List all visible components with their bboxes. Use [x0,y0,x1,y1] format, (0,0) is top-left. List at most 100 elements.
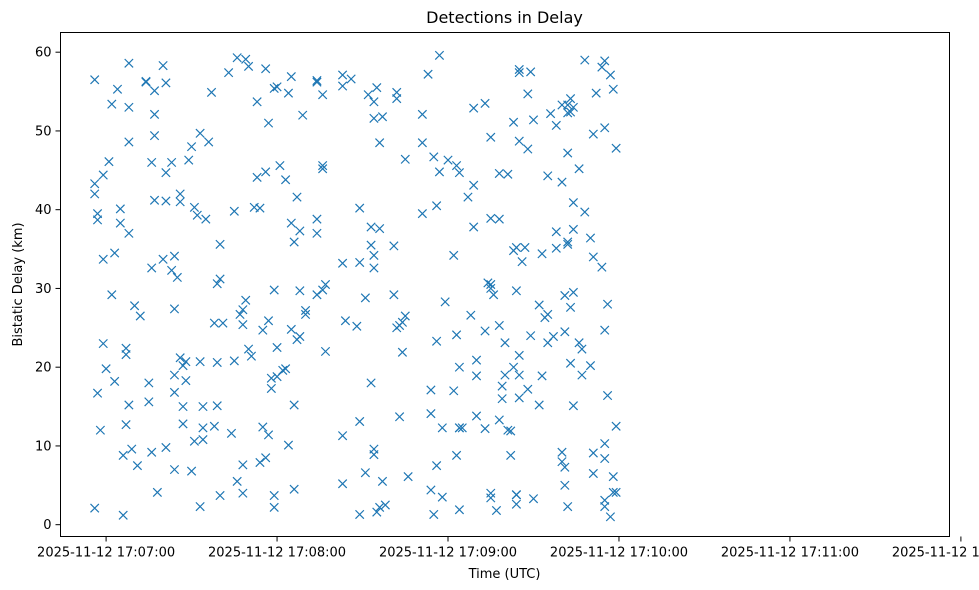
data-point [560,462,570,472]
data-point [560,327,570,337]
data-point [471,411,482,421]
data-point [417,138,427,148]
data-point [121,349,131,360]
data-point [369,263,379,273]
data-point [417,109,427,120]
data-point [269,83,279,94]
data-point [577,370,587,380]
data-point [437,423,447,433]
data-point [158,60,168,71]
data-point [511,286,522,296]
data-point [266,373,276,383]
data-point [565,358,576,368]
data-point [135,311,145,321]
data-point [269,285,279,295]
data-point [255,203,265,213]
data-point [511,490,522,500]
plot-frame [60,32,950,537]
data-point [537,249,547,259]
data-point [212,401,222,411]
data-point [355,509,365,520]
data-point [149,86,160,96]
data-point [563,501,573,512]
data-point [534,400,544,410]
data-point [124,137,134,147]
data-point [269,502,279,512]
data-point [158,254,168,264]
data-point [403,472,413,482]
data-point [149,195,160,205]
data-point [318,285,328,295]
data-point [514,350,524,360]
data-point [189,202,200,212]
data-point [90,75,100,85]
data-point [195,357,205,367]
data-point [454,362,465,372]
data-point [560,290,570,301]
data-point [107,99,117,109]
data-point [243,61,254,71]
x-tick-label: 2025-11-12 17:09:00 [379,546,517,561]
data-point [534,300,544,310]
data-point [514,68,524,78]
x-axis-ticks: 2025-11-12 17:07:00 2025-11-12 17:08:00 20… [37,536,979,561]
data-point [611,487,621,498]
data-point [588,252,598,262]
data-point [491,505,502,516]
data-point [500,370,510,380]
data-point [608,84,618,94]
data-point [494,168,504,179]
y-tick-label: 50 [35,124,52,139]
data-point [423,69,433,79]
data-point [471,371,482,381]
data-point [494,214,504,224]
data-point [98,338,108,349]
data-point [175,197,185,207]
data-point [526,331,536,341]
data-point [263,316,274,326]
data-point [366,222,376,232]
x-tick-label: 2025-11-12 17:11:00 [721,546,859,561]
data-point [129,301,140,311]
data-point [523,144,533,154]
data-point [457,423,467,433]
data-point [369,113,379,123]
data-point [600,501,610,512]
data-point [261,167,271,177]
data-point [280,364,291,374]
data-point [380,500,390,510]
data-point [101,364,111,374]
y-tick-label: 10 [35,439,52,454]
data-point [514,136,524,146]
data-point [169,251,180,261]
data-point [127,444,137,454]
data-point [90,503,100,513]
y-tick-label: 60 [35,46,52,61]
x-tick-label: 2025-11-12 17:10:00 [550,546,688,561]
data-point [508,117,519,127]
data-point [112,84,123,94]
data-point [563,148,573,158]
data-point [337,258,348,268]
data-point [600,123,610,133]
data-point [295,286,305,296]
data-point [483,278,493,288]
data-point [141,76,151,86]
data-point [520,242,530,253]
data-point [178,360,188,371]
data-point [241,295,251,305]
data-point [486,488,496,498]
data-point [289,237,299,247]
data-point [602,299,613,309]
data-point [486,493,496,503]
data-point [426,409,436,419]
data-point [588,448,598,458]
data-point [451,330,462,340]
data-point [431,336,442,346]
data-point [169,304,180,314]
data-point [486,213,496,223]
data-point [206,87,217,97]
data-point [466,310,476,320]
x-axis-label: Time (UTC) [468,567,541,582]
data-point [486,283,496,294]
